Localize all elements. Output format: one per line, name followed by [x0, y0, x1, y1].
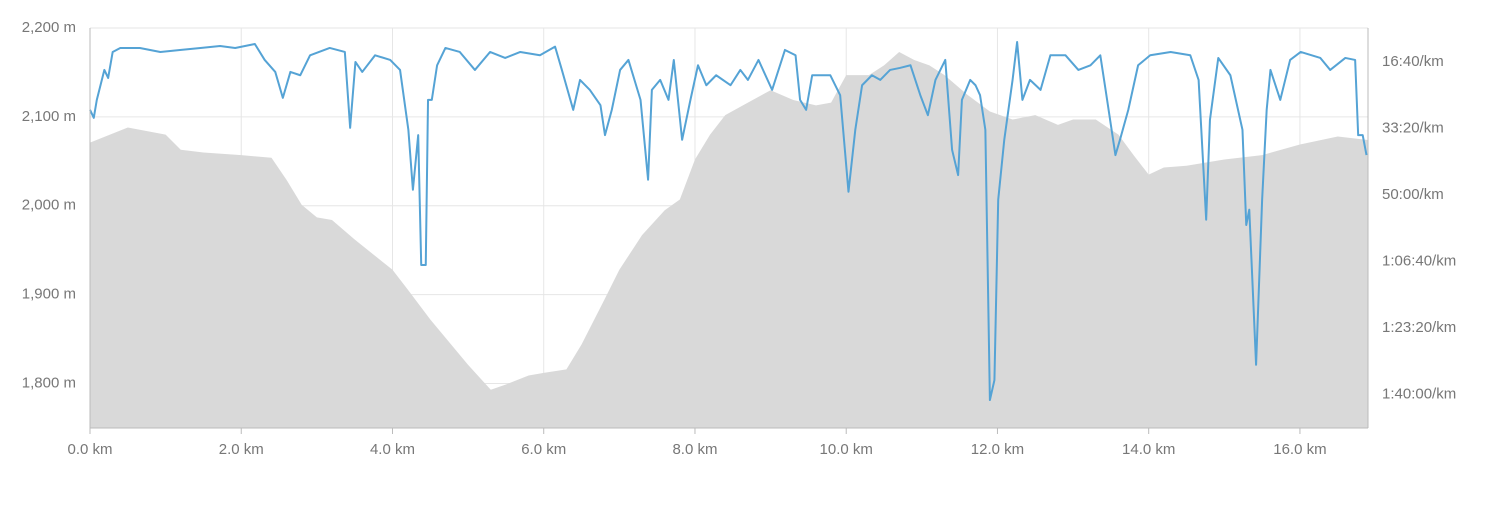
x-tick-label: 8.0 km [672, 441, 717, 458]
y2-tick-label: 1:40:00/km [1382, 386, 1456, 403]
x-tick-label: 16.0 km [1273, 441, 1326, 458]
y2-tick-label: 16:40/km [1382, 53, 1444, 70]
y2-tick-label: 1:06:40/km [1382, 253, 1456, 270]
y2-tick-label: 33:20/km [1382, 119, 1444, 136]
pace-line [89, 40, 1368, 402]
x-tick-label: 6.0 km [521, 441, 566, 458]
x-tick-label: 0.0 km [67, 441, 112, 458]
y-tick-label: 1,800 m [22, 375, 76, 392]
y-tick-label: 2,100 m [22, 108, 76, 125]
x-tick-label: 4.0 km [370, 441, 415, 458]
y-tick-label: 1,900 m [22, 286, 76, 303]
y2-tick-label: 50:00/km [1382, 186, 1444, 203]
y-tick-label: 2,200 m [22, 19, 76, 36]
x-tick-label: 2.0 km [219, 441, 264, 458]
elevation-area [90, 52, 1368, 428]
x-tick-label: 10.0 km [820, 441, 873, 458]
x-tick-label: 14.0 km [1122, 441, 1175, 458]
y2-tick-label: 1:23:20/km [1382, 319, 1456, 336]
x-tick-label: 12.0 km [971, 441, 1024, 458]
y-tick-label: 2,000 m [22, 197, 76, 214]
